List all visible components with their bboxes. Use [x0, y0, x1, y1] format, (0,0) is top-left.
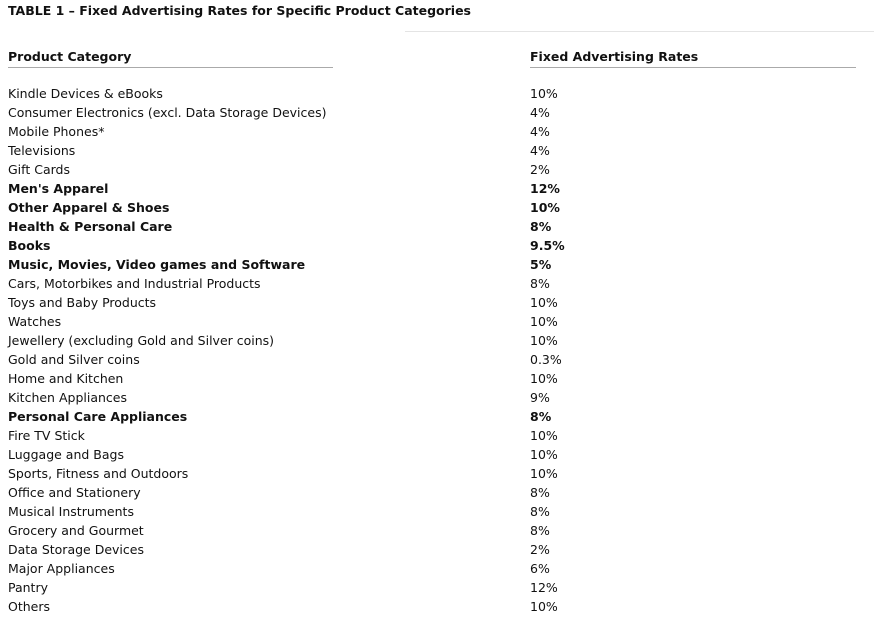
category-cell: Consumer Electronics (excl. Data Storage… — [8, 105, 327, 120]
category-cell: Kindle Devices & eBooks — [8, 86, 163, 101]
rate-cell: 10% — [530, 86, 558, 101]
category-cell: Personal Care Appliances — [8, 409, 188, 424]
category-cell: Jewellery (excluding Gold and Silver coi… — [8, 333, 275, 348]
category-cell: Cars, Motorbikes and Industrial Products — [8, 276, 261, 291]
category-cell: Luggage and Bags — [8, 447, 124, 462]
rate-cell: 0.3% — [530, 352, 562, 367]
category-cell: Health & Personal Care — [8, 219, 173, 234]
rate-cell: 10% — [530, 428, 558, 443]
category-cell: Sports, Fitness and Outdoors — [8, 466, 189, 481]
rate-cell: 10% — [530, 466, 558, 481]
rate-cell: 8% — [530, 409, 552, 424]
category-cell: Books — [8, 238, 51, 253]
category-cell: Major Appliances — [8, 561, 115, 576]
rate-cell: 9% — [530, 390, 550, 405]
rate-cell: 10% — [530, 599, 558, 614]
rate-cell: 10% — [530, 295, 558, 310]
rate-cell: 10% — [530, 371, 558, 386]
category-cell: Toys and Baby Products — [8, 295, 157, 310]
rate-cell: 8% — [530, 504, 550, 519]
category-cell: Pantry — [8, 580, 48, 595]
header-underline — [8, 67, 333, 68]
category-cell: Office and Stationery — [8, 485, 141, 500]
rate-cell: 8% — [530, 523, 550, 538]
rate-cell: 10% — [530, 314, 558, 329]
rate-cell: 10% — [530, 200, 560, 215]
rate-cell: 6% — [530, 561, 550, 576]
category-cell: Others — [8, 599, 51, 614]
category-cell: Gold and Silver coins — [8, 352, 140, 367]
column-header: Product Category — [8, 49, 132, 64]
divider — [405, 31, 874, 32]
rate-cell: 5% — [530, 257, 552, 272]
rate-cell: 4% — [530, 124, 550, 139]
category-cell: Kitchen Appliances — [8, 390, 127, 405]
rate-cell: 8% — [530, 219, 552, 234]
table-title: TABLE 1 – Fixed Advertising Rates for Sp… — [8, 3, 471, 18]
category-cell: Grocery and Gourmet — [8, 523, 144, 538]
category-cell: Mobile Phones* — [8, 124, 105, 139]
category-cell: Music, Movies, Video games and Software — [8, 257, 306, 272]
rate-cell: 8% — [530, 276, 550, 291]
category-cell: Gift Cards — [8, 162, 70, 177]
rate-cell: 9.5% — [530, 238, 565, 253]
rate-cell: 8% — [530, 485, 550, 500]
rate-cell: 10% — [530, 333, 558, 348]
rate-cell: 2% — [530, 162, 550, 177]
rate-cell: 12% — [530, 580, 558, 595]
rate-cell: 4% — [530, 143, 550, 158]
column-header: Fixed Advertising Rates — [530, 49, 699, 64]
category-cell: Televisions — [8, 143, 76, 158]
rate-cell: 2% — [530, 542, 550, 557]
category-cell: Watches — [8, 314, 62, 329]
category-cell: Home and Kitchen — [8, 371, 124, 386]
category-cell: Fire TV Stick — [8, 428, 85, 443]
category-cell: Musical Instruments — [8, 504, 134, 519]
category-cell: Data Storage Devices — [8, 542, 144, 557]
rate-cell: 10% — [530, 447, 558, 462]
category-cell: Men's Apparel — [8, 181, 109, 196]
rate-cell: 4% — [530, 105, 550, 120]
category-cell: Other Apparel & Shoes — [8, 200, 170, 215]
header-underline — [530, 67, 856, 68]
rate-cell: 12% — [530, 181, 560, 196]
